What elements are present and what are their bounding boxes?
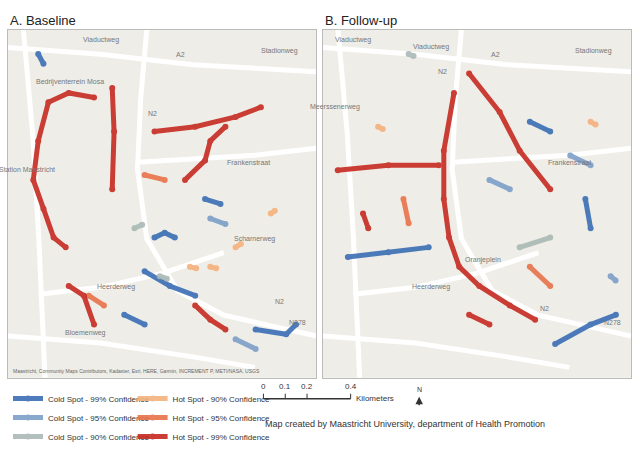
svg-text:N278: N278: [604, 319, 621, 326]
svg-text:Stadionweg: Stadionweg: [575, 47, 612, 55]
svg-text:Oranjeplein: Oranjeplein: [465, 256, 501, 264]
svg-text:Hot Spot - 99% Confidence: Hot Spot - 99% Confidence: [173, 433, 270, 442]
svg-text:Heerderweg: Heerderweg: [97, 283, 135, 291]
svg-text:Viaductweg: Viaductweg: [83, 36, 119, 44]
svg-text:Maastricht, Community Maps Con: Maastricht, Community Maps Contributors,…: [13, 368, 260, 374]
svg-text:A2: A2: [491, 51, 500, 58]
svg-text:B. Follow-up: B. Follow-up: [325, 13, 397, 28]
svg-text:N2: N2: [540, 305, 549, 312]
svg-text:Kilometers: Kilometers: [356, 394, 394, 403]
svg-text:0.4: 0.4: [345, 382, 357, 391]
svg-text:Map created by Maastricht Univ: Map created by Maastricht University, de…: [265, 419, 545, 429]
svg-text:Cold Spot - 99% Confidence: Cold Spot - 99% Confidence: [48, 395, 150, 404]
svg-text:A. Baseline: A. Baseline: [10, 13, 76, 28]
svg-text:Cold Spot - 95% Confidence: Cold Spot - 95% Confidence: [48, 414, 150, 423]
svg-text:Meerssenerweg: Meerssenerweg: [310, 103, 360, 111]
svg-text:Frankenstraat: Frankenstraat: [548, 159, 591, 166]
svg-text:Heerderweg: Heerderweg: [412, 283, 450, 291]
svg-text:N: N: [417, 386, 422, 393]
svg-text:Stadionweg: Stadionweg: [261, 47, 298, 55]
svg-text:Bedrijventerrein Mosa: Bedrijventerrein Mosa: [36, 78, 104, 86]
svg-text:N2: N2: [148, 110, 157, 117]
svg-text:N2: N2: [438, 68, 447, 75]
svg-text:0.1: 0.1: [279, 382, 291, 391]
svg-text:Hot Spot - 95% Confidence: Hot Spot - 95% Confidence: [173, 414, 270, 423]
svg-text:Cold Spot - 90% Confidence: Cold Spot - 90% Confidence: [48, 433, 150, 442]
svg-text:Viaductweg: Viaductweg: [413, 43, 449, 51]
svg-text:Hot Spot - 90% Confidence: Hot Spot - 90% Confidence: [173, 395, 270, 404]
svg-text:N278: N278: [289, 319, 306, 326]
svg-text:Scharnerweg: Scharnerweg: [234, 235, 275, 243]
svg-text:0: 0: [261, 382, 266, 391]
svg-text:Bloemenweg: Bloemenweg: [65, 329, 106, 337]
svg-text:Station Maastricht: Station Maastricht: [0, 166, 55, 173]
svg-text:Viaductweg: Viaductweg: [335, 36, 371, 44]
svg-text:0.2: 0.2: [301, 382, 313, 391]
svg-text:Frankenstraat: Frankenstraat: [227, 159, 270, 166]
svg-text:N2: N2: [275, 298, 284, 305]
svg-text:A2: A2: [176, 51, 185, 58]
